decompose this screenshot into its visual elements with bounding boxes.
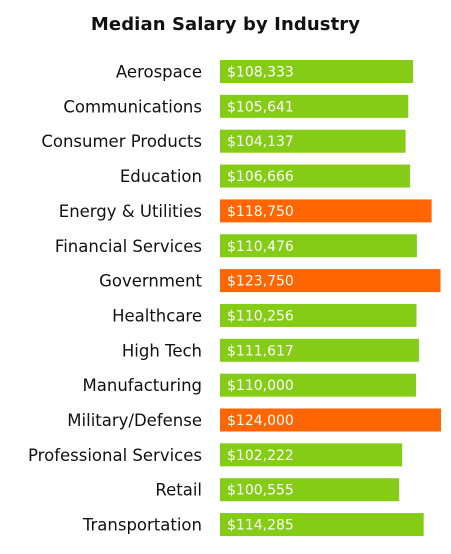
bar — [220, 164, 411, 188]
value-label: $118,750 — [227, 204, 294, 220]
category-label: High Tech — [122, 341, 202, 360]
value-label: $102,222 — [227, 448, 294, 464]
category-label: Manufacturing — [83, 376, 202, 395]
value-label: $110,476 — [227, 239, 294, 255]
category-label: Aerospace — [116, 63, 202, 82]
category-label: Transportation — [82, 516, 202, 535]
bar-row: Consumer Products $104,137 — [41, 129, 406, 153]
category-label: Education — [120, 167, 202, 186]
bar — [220, 373, 417, 397]
bar — [220, 129, 406, 153]
bar — [220, 513, 424, 537]
bar-row: Healthcare $110,256 — [112, 303, 417, 327]
bar-row: Manufacturing $110,000 — [83, 373, 417, 397]
bar-row: High Tech $111,617 — [122, 338, 419, 362]
value-label: $105,641 — [227, 99, 294, 115]
category-label: Military/Defense — [67, 411, 202, 430]
chart-title: Median Salary by Industry — [90, 14, 361, 35]
category-label: Energy & Utilities — [59, 202, 202, 221]
bar-row: Education $106,666 — [120, 164, 411, 188]
bar — [220, 478, 400, 502]
value-label: $104,137 — [227, 134, 294, 150]
value-label: $100,555 — [227, 483, 294, 499]
bar — [220, 338, 419, 362]
bar-row: Financial Services $110,476 — [55, 234, 417, 258]
bar-row: Aerospace $108,333 — [116, 60, 414, 83]
category-label: Healthcare — [112, 306, 202, 325]
bar-row: Government $123,750 — [99, 269, 441, 293]
category-label: Government — [99, 272, 202, 291]
bar — [220, 303, 417, 327]
bar-row: Military/Defense $124,000 — [67, 408, 441, 432]
bar-row: Communications $105,641 — [63, 94, 409, 118]
bar-row: Transportation $114,285 — [82, 513, 424, 537]
value-label: $124,000 — [227, 413, 294, 429]
bar — [220, 269, 441, 293]
category-label: Professional Services — [28, 446, 202, 465]
value-label: $110,256 — [227, 308, 294, 324]
value-label: $114,285 — [227, 518, 294, 534]
bar — [220, 199, 432, 223]
category-label: Communications — [63, 97, 202, 116]
category-label: Financial Services — [55, 237, 202, 256]
category-label: Retail — [155, 481, 202, 500]
bar — [220, 443, 403, 467]
category-label: Consumer Products — [41, 132, 202, 151]
value-label: $106,666 — [227, 169, 294, 185]
value-label: $108,333 — [227, 65, 294, 81]
bar-row: Energy & Utilities $118,750 — [59, 199, 432, 223]
bar — [220, 94, 409, 118]
bar — [220, 234, 417, 258]
bar — [220, 408, 441, 432]
value-label: $111,617 — [227, 343, 294, 359]
bar — [220, 60, 414, 83]
value-label: $110,000 — [227, 378, 294, 394]
bar-row: Retail $100,555 — [155, 478, 400, 502]
value-label: $123,750 — [227, 274, 294, 290]
bar-row: Professional Services $102,222 — [28, 443, 403, 467]
